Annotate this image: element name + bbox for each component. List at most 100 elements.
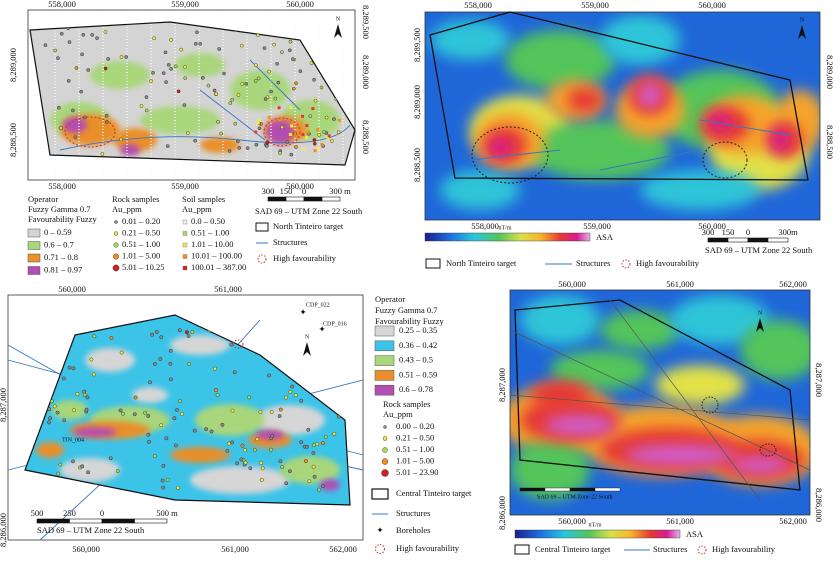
sample-point: [152, 36, 156, 41]
sample-point: [90, 33, 95, 37]
y-tick-label: 8,289,500: [412, 28, 422, 62]
legend-label: 0.43 – 0.5: [399, 355, 433, 365]
sample-point: [43, 43, 48, 47]
legend-symbol: [182, 265, 188, 271]
anomaly: [60, 458, 120, 482]
colorbar-label: ASA: [596, 232, 614, 242]
soil-point: [311, 107, 315, 111]
sample-point: [260, 466, 265, 471]
sample-point: [176, 89, 181, 94]
sample-point: [217, 47, 221, 51]
anomaly: [770, 128, 790, 152]
sample-point: [72, 408, 76, 413]
legend-label: 1.01 – 5.00: [122, 250, 160, 260]
legend-title: Soil samples: [182, 194, 225, 204]
sample-point: [80, 52, 84, 57]
target-outline: [429, 11, 809, 181]
legend-label: 0.51 – 0.59: [399, 369, 437, 379]
sample-point: [273, 96, 278, 101]
legend-symbol: [182, 254, 188, 259]
legend-label: 1.01 – 5.00: [396, 455, 434, 465]
sample-point: [278, 459, 283, 464]
sample-point: [317, 133, 321, 137]
colorbar-label: ASA: [686, 529, 704, 539]
anomaly: [530, 381, 590, 409]
structure: [509, 299, 811, 501]
scale-bar: [767, 237, 789, 243]
sample-point: [56, 471, 61, 476]
legend-title: Au_ppm: [112, 204, 142, 214]
structure: [469, 119, 791, 171]
sample-point: [89, 357, 94, 362]
scale-label: 300m: [778, 227, 798, 237]
x-tick-label: 559,000: [171, 0, 199, 9]
sample-point: [253, 79, 258, 83]
sample-point: [82, 389, 87, 394]
anomaly: [545, 415, 615, 435]
favourability-map: [30, 22, 355, 165]
y-tick-label: 8,286,000: [497, 496, 507, 530]
north-label: N: [305, 334, 310, 340]
sample-point: [230, 440, 234, 445]
high-favourability: [702, 141, 748, 179]
colorbar: [424, 232, 591, 242]
legend-label: Central Tinteiro target: [396, 488, 472, 498]
sample-point: [269, 89, 273, 94]
x-tick-label: 561,000: [666, 516, 694, 526]
scale-label: 300: [262, 186, 275, 196]
legend-title: Favourability Fuzzy: [375, 316, 444, 326]
anomaly: [440, 170, 520, 210]
anomaly: [175, 53, 225, 77]
sample-point: [204, 427, 209, 432]
scale-label: 150: [722, 227, 735, 237]
anomaly: [640, 170, 760, 210]
soil-point: [320, 142, 324, 146]
sample-point: [269, 410, 274, 414]
legend-symbol: [182, 231, 188, 236]
high-favourability: [701, 396, 719, 414]
sample-point: [315, 442, 319, 447]
sample-point: [336, 130, 341, 134]
anomaly: [430, 20, 510, 60]
sample-point: [169, 67, 173, 71]
soil-point: [327, 134, 331, 138]
legend-label: 0.00 – 0.20: [396, 421, 434, 431]
sample-point: [276, 80, 281, 85]
scale-bar: [303, 196, 323, 202]
sample-point: [149, 79, 153, 83]
x-tick-label: 560,000: [72, 544, 100, 554]
sample-point: [175, 408, 179, 412]
scale-bar: [134, 518, 168, 524]
sample-point: [57, 105, 61, 110]
legend-swatch: [374, 355, 395, 366]
sample-point: [332, 431, 337, 436]
borehole-label: CDP_022: [306, 302, 330, 308]
sample-point: [121, 411, 125, 416]
north-arrow: [798, 25, 806, 39]
legend-symbol: ✦: [376, 525, 384, 535]
sample-point: [312, 77, 316, 82]
x-tick-label: 561,000: [221, 544, 249, 554]
sample-point: [158, 357, 163, 361]
target-outline: [24, 314, 351, 506]
soil-point: [316, 147, 320, 151]
y-tick-label: 8,287,000: [814, 363, 824, 397]
legend-symbol: [114, 220, 118, 224]
sample-point: [159, 335, 164, 340]
legend-swatch: [425, 258, 441, 269]
sample-point: [119, 137, 123, 142]
legend-label: Structures: [273, 237, 307, 247]
scale-bar: [321, 196, 341, 202]
sample-point: [230, 408, 235, 413]
sample-point: [59, 126, 63, 130]
x-tick-label: 560,000: [558, 279, 586, 289]
soil-point: [278, 118, 282, 122]
sample-point: [243, 448, 247, 453]
sample-point: [311, 443, 316, 448]
soil-point: [302, 147, 306, 151]
sample-point: [161, 463, 166, 468]
sample-point: [190, 330, 195, 334]
sample-point: [222, 71, 226, 76]
anomaly: [280, 456, 340, 484]
sample-point: [133, 395, 138, 400]
